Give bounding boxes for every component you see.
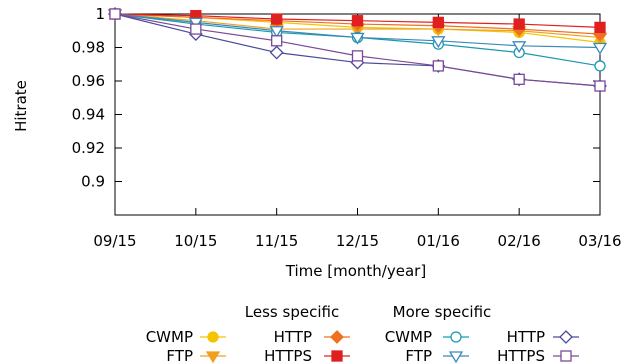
series-layer: [107, 7, 608, 93]
data-point-less-https: [271, 13, 283, 25]
data-point-less-https: [594, 21, 606, 34]
x-tick-label: 10/15: [174, 232, 217, 250]
legend-label-less-ftp: FTP: [166, 347, 193, 364]
data-point-more-https: [594, 80, 606, 92]
series-more-https: [109, 8, 606, 92]
legend-marker-more-ftp: [448, 351, 464, 364]
legend-item-less-http: HTTP: [274, 328, 350, 346]
legend-marker-less-https: [331, 350, 343, 362]
legend-label-less-http: HTTP: [274, 328, 312, 346]
legend-item-less-https: HTTPS: [264, 347, 350, 364]
legend-label-less-cwmp: CWMP: [146, 328, 193, 346]
x-tick-label: 09/15: [93, 232, 136, 250]
data-point-more-ftp: [431, 36, 446, 49]
legend-marker-more-cwmp: [450, 331, 462, 343]
x-tick-label: 11/15: [255, 232, 298, 250]
legend-label-more-cwmp: CWMP: [385, 328, 432, 346]
x-tick-label: 01/16: [417, 232, 460, 250]
y-tick-label: 0.96: [72, 72, 105, 90]
x-axis-ticks: 09/15 10/15 11/15 12/15 01/16 02/16 03/16: [93, 14, 622, 250]
x-tick-label: 12/15: [336, 232, 379, 250]
legend-item-more-https: HTTPS: [497, 347, 579, 364]
y-tick-label: 0.92: [72, 139, 105, 157]
legend-group-title-less: Less specific: [245, 303, 339, 321]
data-point-more-https: [351, 50, 364, 62]
data-point-more-http: [269, 45, 284, 60]
data-point-more-ftp: [350, 32, 365, 45]
data-point-more-https: [271, 35, 283, 47]
legend-item-more-ftp: FTP: [405, 347, 469, 364]
legend-marker-less-http: [330, 330, 344, 344]
data-point-more-https: [513, 73, 525, 85]
data-point-less-https: [432, 16, 444, 29]
y-axis-label: Hitrate: [12, 80, 30, 132]
legend-item-more-cwmp: CWMP: [385, 328, 469, 346]
legend: Less specific More specific CWMPFTPHTTPH…: [146, 303, 579, 364]
y-tick-label: 0.98: [72, 39, 105, 57]
x-tick-label: 03/16: [578, 232, 621, 250]
data-point-less-https: [513, 18, 525, 30]
legend-marker-less-ftp: [205, 351, 221, 364]
x-tick-label: 02/16: [498, 232, 541, 250]
legend-label-more-http: HTTP: [507, 328, 545, 346]
data-point-more-https: [190, 23, 202, 35]
y-tick-label: 1: [95, 5, 105, 23]
y-axis-ticks: 0.9 0.92 0.94 0.96 0.98 1: [72, 5, 600, 191]
data-point-more-cwmp: [594, 60, 606, 72]
y-tick-label: 0.9: [81, 173, 105, 191]
legend-label-more-ftp: FTP: [405, 347, 432, 364]
data-point-less-https: [351, 15, 364, 27]
legend-group-title-more: More specific: [393, 303, 492, 321]
legend-label-more-https: HTTPS: [497, 347, 545, 364]
data-point-more-ftp: [269, 26, 284, 39]
legend-marker-less-cwmp: [207, 331, 219, 343]
legend-marker-more-http: [559, 330, 573, 344]
x-axis-label: Time [month/year]: [285, 262, 426, 280]
legend-marker-more-https: [560, 350, 572, 362]
data-point-more-https: [432, 60, 444, 72]
legend-item-less-ftp: FTP: [166, 347, 226, 364]
y-tick-label: 0.94: [72, 106, 105, 124]
legend-item-more-http: HTTP: [507, 328, 579, 346]
data-point-more-ftp: [512, 41, 527, 54]
data-point-more-ftp: [592, 42, 608, 55]
data-point-more-ftp: [188, 17, 203, 30]
data-point-more-https: [109, 8, 121, 20]
legend-item-less-cwmp: CWMP: [146, 328, 226, 346]
series-less-https: [109, 8, 606, 34]
legend-label-less-https: HTTPS: [264, 347, 312, 364]
